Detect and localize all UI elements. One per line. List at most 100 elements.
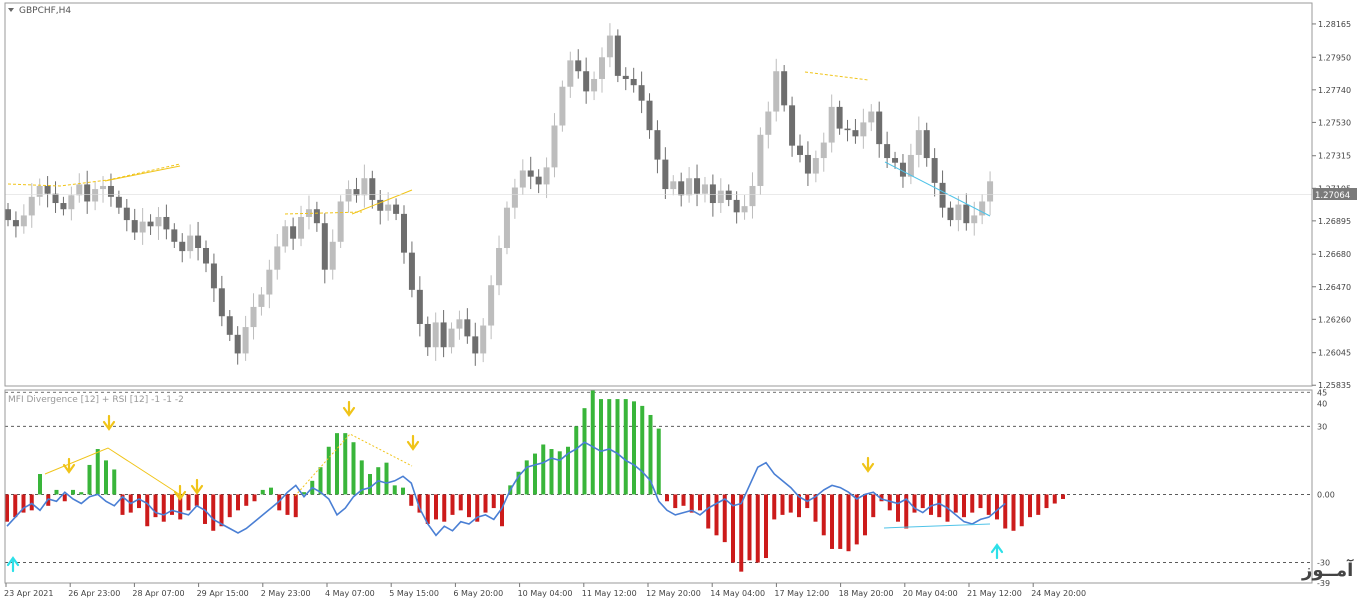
candle[interactable] bbox=[915, 116, 922, 168]
candle[interactable] bbox=[963, 193, 970, 231]
candle[interactable] bbox=[923, 122, 930, 167]
candle[interactable] bbox=[274, 234, 281, 280]
candle[interactable] bbox=[203, 240, 209, 273]
candle[interactable] bbox=[567, 51, 574, 98]
candle[interactable] bbox=[290, 217, 297, 250]
candle[interactable] bbox=[92, 181, 99, 211]
candle[interactable] bbox=[599, 47, 605, 93]
candle[interactable] bbox=[353, 177, 360, 203]
candle[interactable] bbox=[28, 183, 35, 228]
candle[interactable] bbox=[218, 275, 225, 327]
candle[interactable] bbox=[773, 58, 780, 122]
candle[interactable] bbox=[686, 167, 693, 203]
candle[interactable] bbox=[860, 108, 867, 149]
candle[interactable] bbox=[107, 173, 114, 207]
candle[interactable] bbox=[369, 170, 376, 209]
candle[interactable] bbox=[725, 184, 732, 207]
candle[interactable] bbox=[464, 308, 471, 344]
candle[interactable] bbox=[68, 186, 75, 221]
candle[interactable] bbox=[448, 322, 455, 354]
candle[interactable] bbox=[662, 147, 669, 199]
candle[interactable] bbox=[583, 57, 590, 104]
candle[interactable] bbox=[305, 195, 312, 230]
candle[interactable] bbox=[820, 132, 827, 172]
candle[interactable] bbox=[242, 315, 249, 361]
candle[interactable] bbox=[131, 208, 138, 240]
candle[interactable] bbox=[694, 164, 701, 207]
candle[interactable] bbox=[496, 235, 503, 296]
candle[interactable] bbox=[638, 71, 645, 114]
candle[interactable] bbox=[226, 310, 233, 342]
candle[interactable] bbox=[123, 198, 130, 232]
candle[interactable] bbox=[892, 151, 899, 169]
candle[interactable] bbox=[313, 201, 320, 232]
candle[interactable] bbox=[836, 100, 843, 135]
candle[interactable] bbox=[416, 276, 423, 337]
candle[interactable] bbox=[84, 170, 91, 214]
candle[interactable] bbox=[282, 220, 289, 253]
indicator-panel[interactable] bbox=[5, 390, 1312, 573]
candle[interactable] bbox=[828, 94, 835, 153]
price-panel[interactable] bbox=[5, 23, 1312, 366]
candle[interactable] bbox=[614, 29, 621, 83]
candle[interactable] bbox=[139, 207, 146, 245]
candle[interactable] bbox=[559, 80, 566, 132]
candle[interactable] bbox=[440, 310, 447, 358]
candle[interactable] bbox=[258, 287, 265, 316]
candle[interactable] bbox=[979, 194, 986, 225]
candle[interactable] bbox=[36, 178, 43, 206]
candle[interactable] bbox=[52, 181, 59, 213]
candle[interactable] bbox=[171, 223, 178, 248]
candle[interactable] bbox=[163, 204, 170, 240]
candle[interactable] bbox=[789, 96, 796, 157]
candle[interactable] bbox=[20, 204, 27, 234]
candle[interactable] bbox=[76, 173, 83, 203]
candle[interactable] bbox=[337, 195, 344, 248]
candle[interactable] bbox=[250, 293, 257, 340]
candle[interactable] bbox=[876, 101, 883, 158]
candle[interactable] bbox=[606, 23, 613, 68]
candle[interactable] bbox=[717, 178, 724, 213]
candle[interactable] bbox=[345, 180, 352, 213]
candle[interactable] bbox=[987, 171, 994, 216]
candle[interactable] bbox=[147, 214, 154, 235]
candle[interactable] bbox=[401, 205, 407, 264]
candle[interactable] bbox=[393, 198, 400, 221]
candle[interactable] bbox=[947, 201, 954, 227]
candle[interactable] bbox=[210, 253, 217, 302]
candle[interactable] bbox=[797, 134, 803, 163]
candle[interactable] bbox=[765, 101, 772, 149]
candle[interactable] bbox=[361, 164, 368, 208]
candle[interactable] bbox=[503, 201, 510, 255]
candle[interactable] bbox=[321, 213, 328, 284]
candle[interactable] bbox=[44, 176, 51, 208]
candle[interactable] bbox=[432, 312, 439, 361]
candle[interactable] bbox=[5, 203, 11, 227]
candle[interactable] bbox=[646, 93, 653, 139]
candle[interactable] bbox=[195, 221, 202, 261]
candle[interactable] bbox=[408, 241, 415, 298]
candle[interactable] bbox=[701, 176, 708, 203]
candle[interactable] bbox=[60, 196, 67, 216]
candle[interactable] bbox=[472, 322, 479, 366]
candle[interactable] bbox=[575, 49, 582, 79]
candle[interactable] bbox=[852, 118, 859, 144]
candle[interactable] bbox=[377, 190, 384, 225]
candle[interactable] bbox=[12, 211, 19, 238]
candle[interactable] bbox=[630, 67, 637, 93]
candle[interactable] bbox=[234, 326, 241, 365]
candle[interactable] bbox=[939, 170, 946, 218]
candle[interactable] bbox=[266, 259, 273, 309]
candle[interactable] bbox=[955, 195, 962, 232]
candle[interactable] bbox=[844, 119, 851, 142]
candle[interactable] bbox=[884, 131, 891, 168]
candle[interactable] bbox=[812, 150, 819, 183]
candle[interactable] bbox=[155, 207, 162, 240]
candle[interactable] bbox=[511, 178, 518, 219]
candle[interactable] bbox=[678, 172, 685, 207]
candle[interactable] bbox=[868, 104, 875, 132]
candle[interactable] bbox=[543, 157, 550, 199]
candle[interactable] bbox=[551, 113, 558, 178]
